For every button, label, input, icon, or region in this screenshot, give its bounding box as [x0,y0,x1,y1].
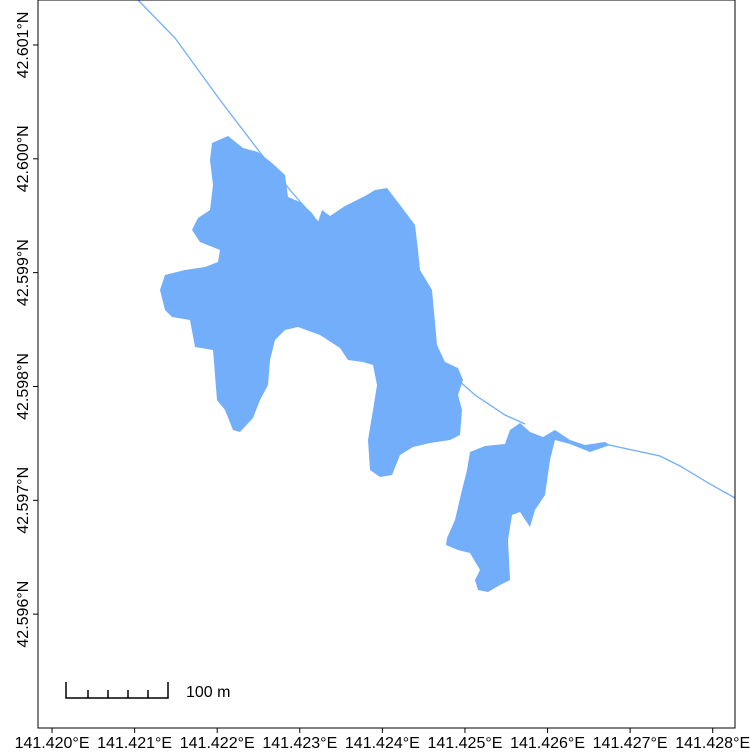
y-tick-label: 42.596°N [15,581,32,648]
y-tick-label: 42.597°N [15,467,32,534]
x-tick-label: 141.426°E [510,735,585,750]
y-tick-label: 42.600°N [15,125,32,192]
frame [37,0,736,729]
lake [160,136,463,477]
scale-bar-label: 100 m [186,684,230,701]
x-tick-label: 141.420°E [15,735,90,750]
water [137,0,736,592]
x-tick-label: 141.423°E [262,735,337,750]
x-tick-label: 141.428°E [675,735,750,750]
x-tick-label: 141.424°E [345,735,420,750]
y-tick-label: 42.601°N [15,12,32,79]
x-tick-label: 141.427°E [593,735,668,750]
x-tick-label: 141.421°E [97,735,172,750]
lake [446,423,610,592]
x-tick-label: 141.425°E [428,735,503,750]
y-tick-label: 42.598°N [15,353,32,420]
scale-bar-line [65,682,169,699]
x-tick-label: 141.422°E [180,735,255,750]
scale-bar [65,682,169,699]
y-tick-label: 42.599°N [15,239,32,306]
stream [137,0,736,499]
